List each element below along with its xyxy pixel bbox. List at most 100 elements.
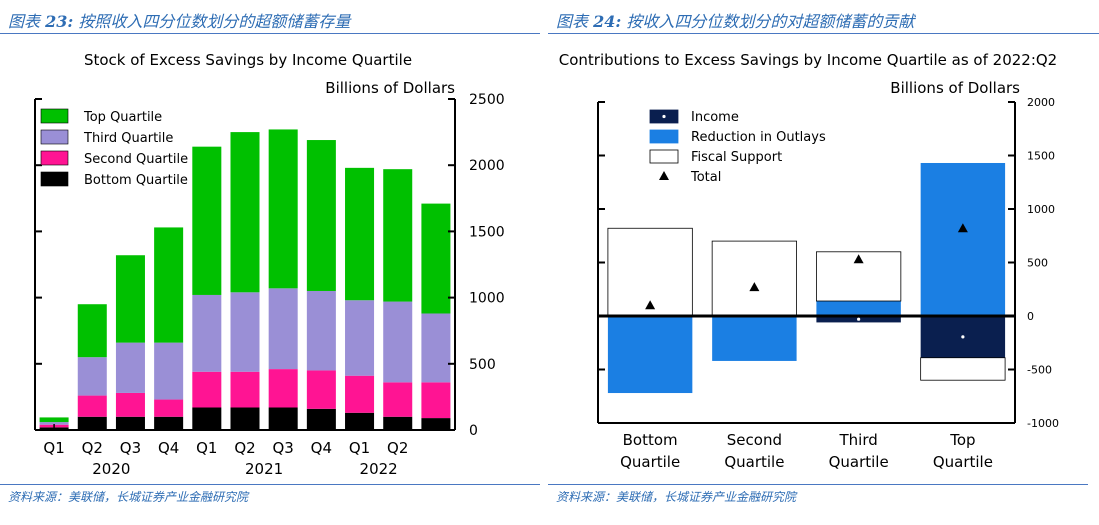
legend-swatch: [40, 108, 69, 124]
stacked-bar: [711, 240, 797, 361]
legend-label: Reduction in Outlays: [691, 130, 826, 145]
bar-segment: [154, 342, 184, 400]
bar-segment: [712, 316, 797, 361]
y-tick-label: 1500: [469, 224, 505, 240]
stacked-bar: [268, 129, 298, 430]
stacked-bar: [383, 169, 413, 430]
x-tick-label: Quartile: [724, 453, 784, 471]
legend-label: Total: [690, 170, 721, 185]
x-tick-label: Q1: [43, 439, 64, 457]
bar-segment: [230, 132, 260, 293]
legend-item: Total: [659, 170, 721, 185]
left-caption-rule: [0, 33, 540, 34]
bar-segment: [345, 412, 375, 430]
legend-swatch: [40, 129, 69, 145]
chart-units: Billions of Dollars: [890, 79, 1020, 97]
income-dot: [961, 335, 965, 339]
stacked-bar: [920, 162, 1006, 381]
bar-segment: [154, 399, 184, 417]
left-panel: 图表 23: 按照收入四分位数划分的超额储蓄存量 Stock of Excess…: [0, 0, 540, 525]
bar-segment: [920, 357, 1006, 381]
year-label: 2022: [360, 460, 398, 478]
legend: Income Reduction in Outlays Fiscal Support…: [649, 109, 826, 185]
x-tick-label: Q1: [349, 439, 370, 457]
bars: [39, 129, 451, 430]
bar-segment: [383, 301, 413, 383]
stacked-bar: [816, 251, 902, 323]
bar-segment: [816, 301, 901, 316]
bar-segment: [345, 375, 375, 413]
y-tick-label: 1000: [1027, 203, 1055, 216]
bars: [607, 162, 1006, 394]
x-tick-label: Quartile: [933, 453, 993, 471]
bar-segment: [192, 294, 222, 372]
total-marker: [645, 300, 656, 310]
right-caption-prefix: 图表: [556, 12, 589, 31]
bar-segment: [383, 416, 413, 430]
y-tick-label: -500: [1027, 364, 1052, 377]
left-caption-prefix: 图表: [8, 12, 41, 31]
legend-swatch: [649, 149, 679, 164]
legend-label: Top Quartile: [83, 110, 162, 125]
y-tick-label: -1000: [1027, 417, 1059, 430]
bar-segment: [77, 395, 107, 417]
bar-segment: [383, 382, 413, 417]
x-tick-labels: Bottom Quartile Second Quartile Third Quartil…: [620, 431, 993, 471]
left-caption-number: 23:: [45, 12, 74, 31]
y-tick-label: 0: [1027, 310, 1034, 323]
bar-segment: [154, 416, 184, 430]
year-label: 2020: [92, 460, 130, 478]
x-tick-label: Quartile: [620, 453, 680, 471]
legend-item: Income: [649, 109, 739, 125]
bar-segment: [920, 162, 1006, 316]
bar-segment: [268, 288, 298, 370]
bar-segment: [230, 371, 260, 408]
excess-savings-stock-chart: Stock of Excess Savings by Income Quarti…: [34, 51, 505, 478]
x-tick-label: Q1: [196, 439, 217, 457]
bar-segment: [607, 316, 693, 394]
legend-label: Second Quartile: [84, 152, 188, 167]
legend-item: Second Quartile: [40, 150, 188, 167]
legend-item: Reduction in Outlays: [649, 129, 826, 145]
chart-title: Contributions to Excess Savings by Incom…: [559, 51, 1057, 69]
left-source-note: 资料来源：美联储，长城证券产业金融研究院: [8, 490, 249, 504]
bar-segment: [306, 290, 336, 371]
y-tick-label: 1000: [469, 291, 505, 307]
left-caption-text: 按照收入四分位数划分的超额储蓄存量: [78, 12, 351, 31]
y-tick-labels: 0 500 1000 1500 2000 2500: [469, 92, 505, 439]
x-tick-label: Q2: [234, 439, 255, 457]
legend-swatch: [40, 171, 69, 187]
x-tick-label: Bottom: [623, 431, 678, 449]
bar-segment: [383, 169, 413, 302]
x-tick-label: Top: [949, 431, 975, 449]
right-caption-rule: [548, 33, 1099, 34]
total-marker: [853, 254, 864, 264]
stacked-bar: [230, 132, 260, 430]
bar-segment: [306, 140, 336, 291]
stacked-bar: [306, 140, 336, 430]
left-source-rule: [0, 484, 540, 485]
x-tick-label: Q3: [120, 439, 141, 457]
stacked-bar: [192, 146, 222, 430]
stacked-bar: [154, 227, 184, 430]
right-source-rule: [548, 484, 1088, 485]
x-tick-label: Quartile: [829, 453, 889, 471]
legend-marker: [659, 171, 669, 180]
bar-segment: [77, 304, 107, 358]
legend: Top Quartile Third Quartile Second Quartil…: [40, 108, 188, 188]
right-caption-number: 24:: [593, 12, 622, 31]
legend-item: Bottom Quartile: [40, 171, 188, 188]
bar-segment: [192, 371, 222, 408]
y-tick-label: 2500: [469, 92, 505, 108]
legend-item: Third Quartile: [40, 129, 173, 146]
y-tick-label: 0: [469, 423, 478, 439]
chart-title: Stock of Excess Savings by Income Quarti…: [84, 51, 412, 69]
bar-segment: [192, 146, 222, 295]
legend-label: Bottom Quartile: [84, 173, 188, 188]
legend-swatch: [649, 129, 679, 144]
legend-label: Fiscal Support: [691, 150, 782, 165]
left-caption: 图表 23: 按照收入四分位数划分的超额储蓄存量: [8, 8, 350, 32]
bar-segment: [268, 369, 298, 408]
total-marker: [957, 223, 968, 233]
x-tick-label: Q4: [158, 439, 179, 457]
